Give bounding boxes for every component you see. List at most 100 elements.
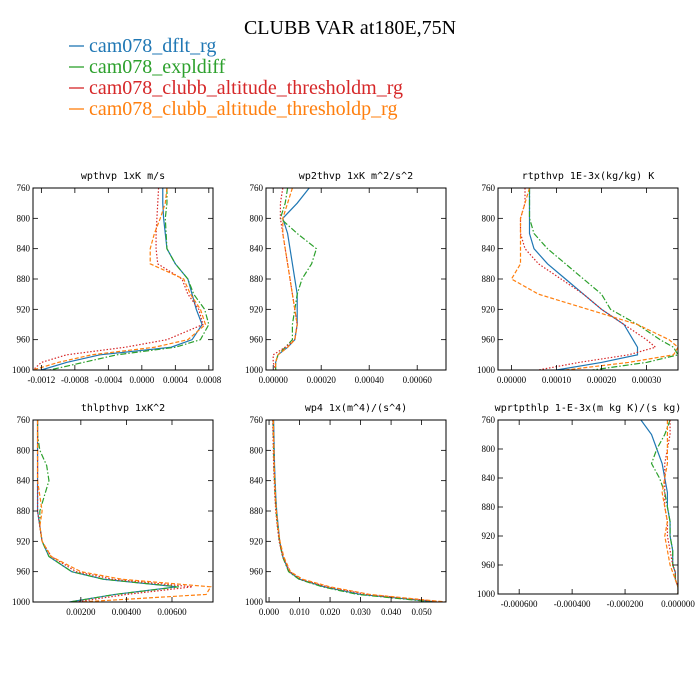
y-tick-label: 960 (250, 567, 264, 577)
series-line (36, 420, 177, 602)
y-tick-label: 880 (17, 506, 31, 516)
x-tick-label: 0.0000 (129, 375, 154, 385)
x-tick-label: 0.00600 (157, 607, 187, 617)
figure-title: CLUBB VAR at180E,75N (244, 17, 456, 39)
x-tick-label: 0.020 (320, 607, 341, 617)
series-line (661, 420, 678, 594)
series-line (275, 188, 298, 370)
x-tick-label: 0.00060 (403, 375, 433, 385)
chart-panel: wp2thvp 1xK m^2/s^2 760 800 840 880 920 960 100… (245, 171, 447, 385)
y-tick-label: 920 (17, 304, 31, 314)
panel-title: wp4 1x(m^4)/(s^4) (305, 403, 407, 414)
y-tick-label: 880 (482, 274, 496, 284)
y-tick-label: 960 (482, 335, 496, 345)
x-tick-label: 0.00020 (587, 375, 617, 385)
y-tick-label: 920 (17, 536, 31, 546)
legend-label: cam078_dflt_rg (89, 35, 216, 57)
series-line (272, 188, 298, 370)
legend-label: cam078_clubb_altitude_thresholdm_rg (89, 77, 403, 99)
series-line (272, 420, 444, 602)
panel-title: wprtpthlp 1-E-3x(m kg K)/(s kg) (495, 403, 682, 414)
y-tick-label: 920 (250, 536, 264, 546)
y-tick-label: 760 (17, 183, 31, 193)
y-tick-label: 880 (250, 274, 264, 284)
x-tick-label: 0.040 (381, 607, 402, 617)
y-tick-label: 880 (482, 502, 496, 512)
series-line (33, 188, 207, 370)
y-tick-label: 920 (482, 531, 496, 541)
panel-title: wpthvp 1xK m/s (81, 171, 165, 182)
y-tick-label: 840 (482, 473, 496, 483)
panel-title: wp2thvp 1xK m^2/s^2 (299, 171, 413, 182)
y-tick-label: 1000 (245, 365, 264, 375)
chart-panel: wpthvp 1xK m/s7608008408809209601000-0.0… (12, 171, 222, 385)
chart-panel: thlpthvp 1xK^2 760 800 840 880 920 960 1000 0.00… (12, 403, 214, 617)
y-tick-label: 760 (17, 415, 31, 425)
legend-label: cam078_expldiff (89, 56, 226, 78)
x-tick-label: 0.010 (289, 607, 310, 617)
x-tick-label: 0.00020 (307, 375, 337, 385)
series-line (519, 188, 657, 370)
y-tick-label: 1000 (245, 597, 264, 607)
y-tick-label: 800 (17, 213, 31, 223)
y-tick-label: 880 (17, 274, 31, 284)
y-tick-label: 960 (250, 335, 264, 345)
x-tick-label: 0.00040 (355, 375, 385, 385)
y-tick-label: 760 (250, 415, 264, 425)
legend-label: cam078_clubb_altitude_thresholdp_rg (89, 98, 397, 120)
chart-panel: wprtpthlp 1-E-3x(m kg K)/(s kg)760 800 840… (477, 403, 695, 609)
series-line (272, 420, 446, 602)
y-tick-label: 840 (17, 476, 31, 486)
y-tick-label: 960 (482, 560, 496, 570)
x-tick-label: 0.00030 (632, 375, 662, 385)
x-tick-label: -0.0004 (94, 375, 122, 385)
y-tick-label: 880 (250, 506, 264, 516)
series-line (33, 188, 204, 370)
series-line (275, 188, 318, 370)
y-tick-label: 920 (250, 304, 264, 314)
x-tick-label: 0.00200 (66, 607, 96, 617)
chart-panel: rtpthvp 1E-3x(kg/kg) K 760 800 840 880 920 960… (477, 171, 679, 385)
series-line (41, 188, 203, 370)
plot-frame (497, 187, 679, 371)
plot-frame (32, 187, 214, 371)
x-tick-label: 0.0008 (196, 375, 221, 385)
series-line (528, 188, 639, 370)
y-tick-label: 760 (250, 183, 264, 193)
x-tick-label: 0.000 (259, 607, 280, 617)
x-tick-label: 0.00000 (497, 375, 527, 385)
x-tick-label: -0.000200 (607, 599, 644, 609)
plot-frame (32, 419, 214, 603)
plot-frame (497, 419, 679, 595)
chart-panels: wpthvp 1xK m/s 760 800 840 880 920 960 1000 -0.0… (12, 171, 695, 617)
y-tick-label: 800 (482, 213, 496, 223)
x-tick-label: 0.030 (350, 607, 371, 617)
plot-frame (265, 187, 447, 371)
y-tick-label: 840 (250, 244, 264, 254)
panel-title: rtpthvp 1E-3x(kg/kg) K (522, 171, 654, 182)
chart-panel: wp4 1x(m^4)/(s^4)76080084088092096010000… (245, 403, 447, 617)
y-tick-label: 1000 (12, 597, 31, 607)
x-tick-label: 0.0004 (163, 375, 188, 385)
series-line (36, 420, 179, 602)
x-tick-label: -0.0008 (61, 375, 89, 385)
legend: cam078_dflt_rgcam078_expldiffcam078_club… (69, 35, 403, 120)
x-tick-label: 0.00400 (112, 607, 142, 617)
x-tick-label: -0.000600 (501, 599, 538, 609)
y-tick-label: 840 (250, 476, 264, 486)
x-tick-label: -0.0012 (27, 375, 55, 385)
series-line (36, 420, 193, 602)
series-line (273, 420, 437, 602)
y-tick-label: 840 (17, 244, 31, 254)
x-tick-label: 0.00000 (259, 375, 289, 385)
y-tick-label: 760 (482, 183, 496, 193)
x-tick-label: 0.00010 (542, 375, 572, 385)
y-tick-label: 800 (17, 445, 31, 455)
x-tick-label: 0.050 (411, 607, 432, 617)
y-tick-label: 840 (482, 244, 496, 254)
x-tick-label: -0.000400 (554, 599, 591, 609)
y-tick-label: 1000 (477, 589, 496, 599)
series-line (49, 188, 210, 370)
series-line (36, 420, 212, 602)
